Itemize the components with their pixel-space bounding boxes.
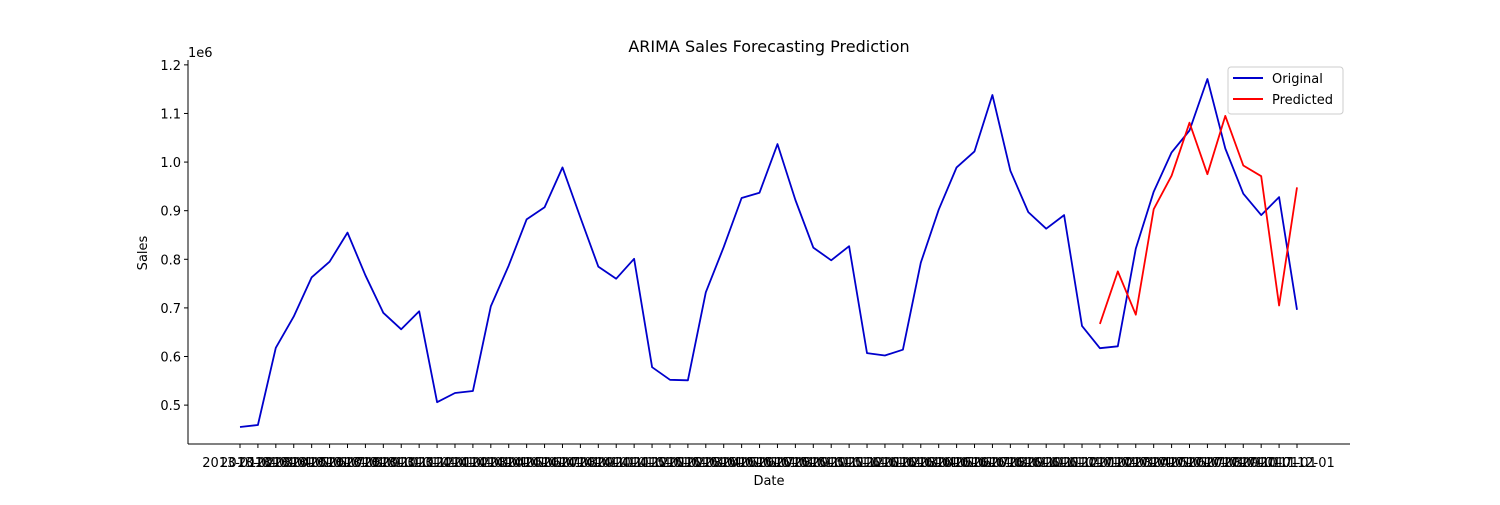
x-tick-label: 2017-03-01 [1098, 456, 1174, 471]
x-tick-label: 2017-02-01 [1080, 456, 1156, 471]
x-tick-label: 2017-08-01 [1188, 456, 1264, 471]
x-tick-label: 2014-01-01 [417, 456, 493, 471]
x-tick-label: 2014-03-01 [453, 456, 529, 471]
x-tick-label: 2016-04-01 [901, 456, 977, 471]
series-line-original [239, 78, 1298, 428]
x-tick-label: 2016-03-01 [883, 456, 959, 471]
x-tick-label: 2016-06-01 [937, 456, 1013, 471]
y-tick-label: 0.9 [160, 205, 181, 220]
x-tick-label: 2016-12-01 [1044, 456, 1120, 471]
x-tick-label: 2014-08-01 [543, 456, 619, 471]
legend: Original Predicted [1227, 66, 1344, 115]
x-tick-label: 2016-11-01 [1026, 456, 1102, 471]
x-tick-label: 2013-11-01 [381, 456, 457, 471]
x-tick-label: 2016-07-01 [955, 456, 1031, 471]
x-tick-label: 2015-08-01 [758, 456, 834, 471]
y-tick-label: 0.7 [160, 302, 181, 317]
x-tick-label: 2017-10-01 [1223, 456, 1299, 471]
x-tick-label: 2016-10-01 [1008, 456, 1084, 471]
x-tick-label: 2017-12-01 [1259, 456, 1335, 471]
y-tick-label: 1.0 [160, 156, 181, 171]
x-tick-label: 2017-09-01 [1205, 456, 1281, 471]
legend-label-predicted: Predicted [1272, 93, 1333, 108]
x-tick-label: 2015-01-01 [632, 456, 708, 471]
x-tick-label: 2016-01-01 [847, 456, 923, 471]
y-tick-label: 0.6 [160, 351, 181, 366]
x-tick-label: 2017-01-01 [1062, 456, 1138, 471]
y-offset-label: 1e6 [188, 46, 213, 61]
x-tick-label: 2013-09-01 [346, 456, 422, 471]
x-tick-label: 2015-09-01 [776, 456, 852, 471]
x-tick-label: 2014-11-01 [596, 456, 672, 471]
x-tick-label: 2013-08-01 [328, 456, 404, 471]
x-tick-label: 2017-11-01 [1241, 456, 1317, 471]
x-tick-label: 2017-04-01 [1116, 456, 1192, 471]
x-tick-label: 2015-12-01 [829, 456, 905, 471]
x-tick-label: 2016-05-01 [919, 456, 995, 471]
x-tick-label: 2013-02-01 [220, 456, 296, 471]
x-tick-label: 2014-07-01 [525, 456, 601, 471]
x-axis-label: Date [753, 474, 784, 489]
x-tick-label: 2013-12-01 [399, 456, 475, 471]
x-tick-label: 2013-01-01 [202, 456, 278, 471]
legend-label-original: Original [1272, 72, 1323, 87]
y-tick-label: 1.2 [160, 59, 181, 74]
x-tick-label: 2014-02-01 [435, 456, 511, 471]
y-tick-label: 0.5 [160, 399, 181, 414]
x-tick-label: 2014-05-01 [489, 456, 565, 471]
x-tick-label: 2013-10-01 [363, 456, 439, 471]
x-tick-label: 2013-05-01 [274, 456, 350, 471]
x-tick-label: 2013-06-01 [292, 456, 368, 471]
x-tick-label: 2014-06-01 [507, 456, 583, 471]
series-layer [239, 78, 1298, 428]
x-ticks: 2013-01-012013-02-012013-03-012013-04-01… [202, 444, 1335, 471]
y-tick-label: 0.8 [160, 253, 181, 268]
x-tick-label: 2013-03-01 [238, 456, 314, 471]
chart-title: ARIMA Sales Forecasting Prediction [628, 37, 909, 56]
x-tick-label: 2016-09-01 [990, 456, 1066, 471]
y-tick-label: 1.1 [160, 107, 181, 122]
y-ticks: 0.5 0.6 0.7 0.8 0.9 1.0 1.1 1.2 [160, 59, 188, 414]
x-tick-label: 2014-09-01 [561, 456, 637, 471]
x-tick-label: 2014-12-01 [614, 456, 690, 471]
x-tick-label: 2015-02-01 [650, 456, 726, 471]
x-tick-label: 2017-07-01 [1170, 456, 1246, 471]
x-tick-label: 2014-04-01 [471, 456, 547, 471]
x-tick-label: 2013-04-01 [256, 456, 332, 471]
x-tick-label: 2013-07-01 [310, 456, 386, 471]
series-line-predicted [1099, 115, 1298, 325]
x-tick-label: 2015-10-01 [793, 456, 869, 471]
x-tick-label: 2015-05-01 [704, 456, 780, 471]
x-tick-label: 2016-08-01 [973, 456, 1049, 471]
x-tick-label: 2015-06-01 [722, 456, 798, 471]
x-tick-label: 2015-11-01 [811, 456, 887, 471]
x-tick-label: 2014-10-01 [578, 456, 654, 471]
x-tick-label: 2016-02-01 [865, 456, 941, 471]
x-tick-label: 2015-04-01 [686, 456, 762, 471]
x-tick-label: 2015-03-01 [668, 456, 744, 471]
y-axis-label: Sales [136, 235, 151, 270]
x-tick-label: 2017-06-01 [1152, 456, 1228, 471]
x-tick-label: 2017-05-01 [1134, 456, 1210, 471]
x-tick-label: 2015-07-01 [740, 456, 816, 471]
